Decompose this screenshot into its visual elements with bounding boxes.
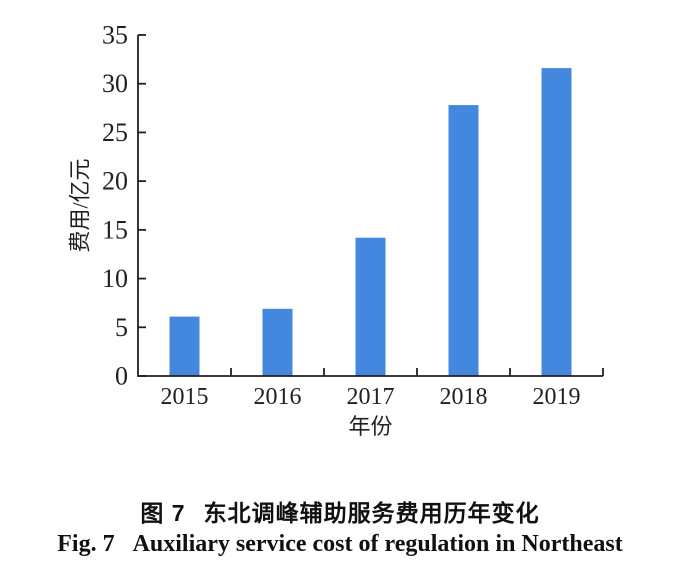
figure-title-cn: 东北调峰辅助服务费用历年变化 xyxy=(203,500,540,526)
y-tick-label-30: 30 xyxy=(102,69,128,98)
x-axis-title: 年份 xyxy=(348,414,392,439)
x-tick-label-2015: 2015 xyxy=(161,384,209,410)
y-axis-title: 费用/亿元 xyxy=(68,158,93,252)
figure-caption-chinese: 图 7 东北调峰辅助服务费用历年变化 xyxy=(0,494,680,528)
bar-2017 xyxy=(355,237,386,376)
figure-number-cn: 图 7 xyxy=(140,500,186,526)
x-tick-label-2017: 2017 xyxy=(347,384,395,410)
x-tick-label-2016: 2016 xyxy=(254,384,302,410)
y-tick-label-35: 35 xyxy=(102,21,128,50)
bar-2019 xyxy=(541,68,572,376)
y-tick-label-0: 0 xyxy=(115,362,128,391)
y-tick-label-25: 25 xyxy=(102,118,128,147)
y-tick-label-15: 15 xyxy=(102,215,128,244)
x-tick-label-2018: 2018 xyxy=(440,384,488,410)
bar-chart: 0 5 10 15 20 25 30 35 2015 2016 2017 2018 2019 年份 费用/亿… xyxy=(68,21,604,439)
bar-2016 xyxy=(262,308,293,376)
bar-2015 xyxy=(169,316,200,376)
y-tick-label-10: 10 xyxy=(102,264,128,293)
x-tick-label-2019: 2019 xyxy=(533,384,581,410)
figure-title-en: Auxiliary service cost of regulation in … xyxy=(132,531,623,557)
y-tick-label-20: 20 xyxy=(102,167,128,196)
bar-2018 xyxy=(448,105,479,376)
figure-number-en: Fig. 7 xyxy=(57,531,115,557)
figure-caption-english: Fig. 7 Auxiliary service cost of regulati… xyxy=(0,531,680,558)
y-tick-label-5: 5 xyxy=(115,313,128,342)
